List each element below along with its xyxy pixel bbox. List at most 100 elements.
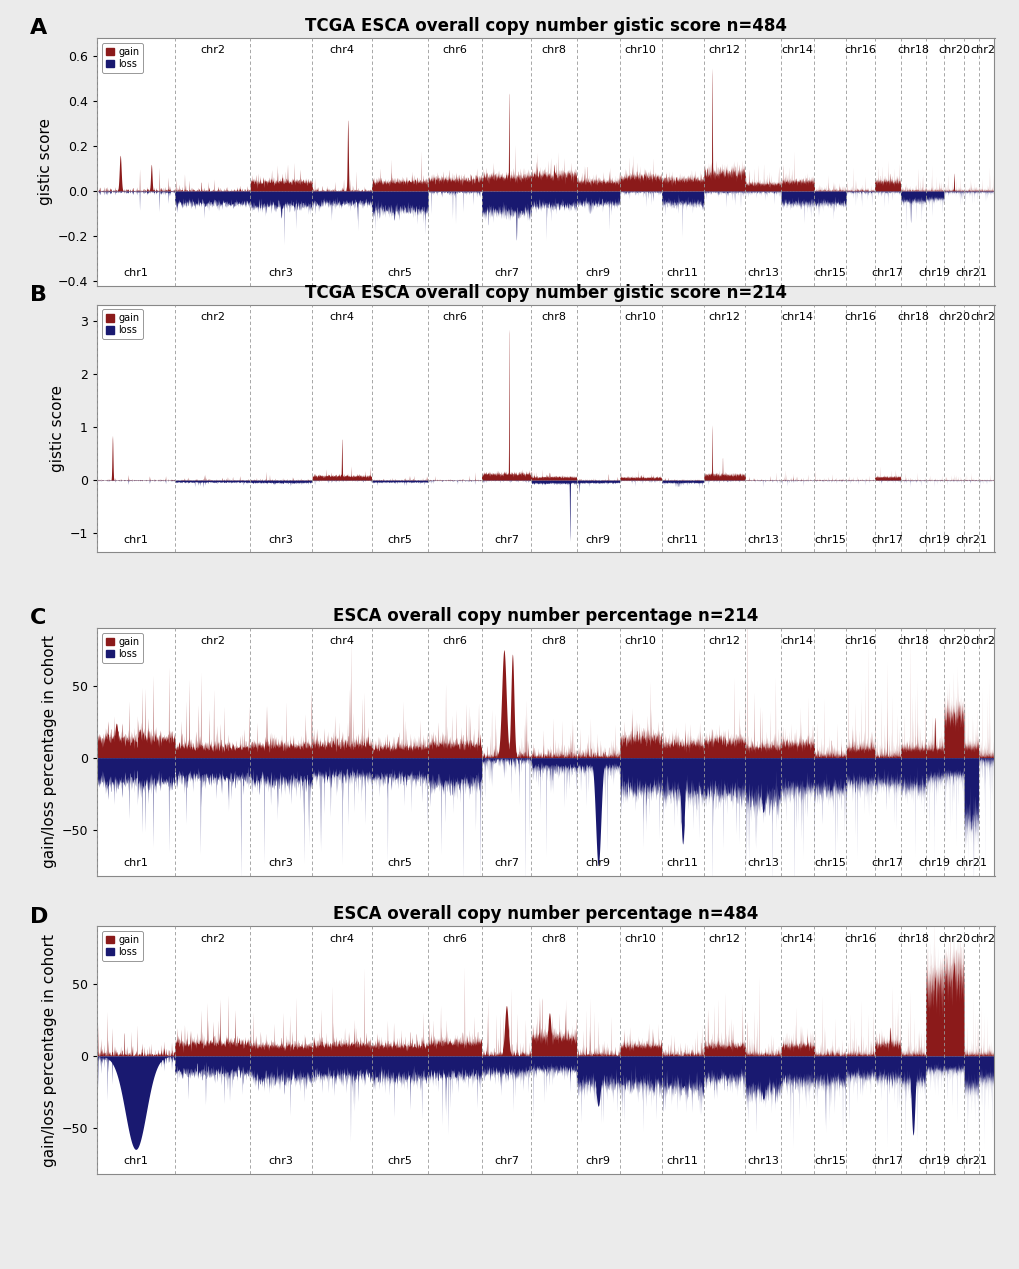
Text: chr11: chr11 [666, 268, 698, 278]
Text: chr14: chr14 [781, 636, 813, 646]
Text: chr4: chr4 [329, 636, 354, 646]
Text: chr12: chr12 [708, 312, 740, 322]
Text: chr13: chr13 [747, 1156, 779, 1166]
Text: chr20: chr20 [937, 46, 969, 56]
Text: chr5: chr5 [387, 1156, 412, 1166]
Text: chr5: chr5 [387, 534, 412, 544]
Text: chr19: chr19 [918, 858, 950, 868]
Text: chr1: chr1 [123, 534, 148, 544]
Text: chr6: chr6 [442, 46, 467, 56]
Text: chr2: chr2 [200, 636, 225, 646]
Text: chr11: chr11 [666, 534, 698, 544]
Text: chr19: chr19 [918, 268, 950, 278]
Text: chr18: chr18 [896, 312, 928, 322]
Text: chr1: chr1 [123, 1156, 148, 1166]
Legend: gain, loss: gain, loss [102, 633, 143, 662]
Text: chr9: chr9 [585, 858, 610, 868]
Text: chr8: chr8 [541, 46, 566, 56]
Y-axis label: gain/loss percentage in cohort: gain/loss percentage in cohort [42, 636, 57, 868]
Text: chr16: chr16 [844, 46, 875, 56]
Y-axis label: gistic score: gistic score [39, 118, 53, 206]
Text: B: B [30, 284, 47, 305]
Text: chr8: chr8 [541, 934, 566, 944]
Title: TCGA ESCA overall copy number gistic score n=484: TCGA ESCA overall copy number gistic sco… [305, 16, 786, 36]
Text: D: D [30, 906, 48, 926]
Text: chr21: chr21 [955, 1156, 986, 1166]
Text: chr15: chr15 [814, 534, 846, 544]
Text: chr2: chr2 [200, 46, 225, 56]
Text: chr8: chr8 [541, 312, 566, 322]
Text: chr13: chr13 [747, 534, 779, 544]
Text: chr6: chr6 [442, 312, 467, 322]
Text: chr6: chr6 [442, 934, 467, 944]
Text: chr9: chr9 [585, 1156, 610, 1166]
Text: chr5: chr5 [387, 268, 412, 278]
Text: chr4: chr4 [329, 934, 354, 944]
Text: chr12: chr12 [708, 636, 740, 646]
Text: chr3: chr3 [268, 534, 293, 544]
Text: chr20: chr20 [937, 312, 969, 322]
Legend: gain, loss: gain, loss [102, 310, 143, 339]
Text: chr20: chr20 [937, 636, 969, 646]
Text: chr21: chr21 [955, 268, 986, 278]
Text: chr12: chr12 [708, 934, 740, 944]
Text: chr11: chr11 [666, 1156, 698, 1166]
Text: chr2: chr2 [200, 312, 225, 322]
Text: chr3: chr3 [268, 1156, 293, 1166]
Text: C: C [30, 608, 46, 628]
Text: chr1: chr1 [123, 268, 148, 278]
Text: chr11: chr11 [666, 858, 698, 868]
Legend: gain, loss: gain, loss [102, 931, 143, 961]
Text: chr10: chr10 [625, 636, 656, 646]
Text: chr16: chr16 [844, 934, 875, 944]
Text: chr10: chr10 [625, 312, 656, 322]
Text: chr17: chr17 [870, 1156, 903, 1166]
Text: chr9: chr9 [585, 268, 610, 278]
Text: chr21: chr21 [955, 858, 986, 868]
Text: chr9: chr9 [585, 534, 610, 544]
Text: chr10: chr10 [625, 934, 656, 944]
Y-axis label: gistic score: gistic score [50, 385, 65, 472]
Text: chr4: chr4 [329, 46, 354, 56]
Title: TCGA ESCA overall copy number gistic score n=214: TCGA ESCA overall copy number gistic sco… [305, 283, 786, 302]
Text: chr5: chr5 [387, 858, 412, 868]
Text: chr15: chr15 [814, 1156, 846, 1166]
Text: chr3: chr3 [268, 858, 293, 868]
Text: chr7: chr7 [493, 1156, 519, 1166]
Text: chr7: chr7 [493, 858, 519, 868]
Text: chr17: chr17 [870, 858, 903, 868]
Text: chr22: chr22 [969, 636, 1002, 646]
Text: chr22: chr22 [969, 312, 1002, 322]
Text: chr21: chr21 [955, 534, 986, 544]
Text: chr7: chr7 [493, 268, 519, 278]
Text: chr13: chr13 [747, 268, 779, 278]
Text: chr19: chr19 [918, 534, 950, 544]
Text: chr20: chr20 [937, 934, 969, 944]
Text: chr2: chr2 [200, 934, 225, 944]
Text: chr14: chr14 [781, 46, 813, 56]
Text: chr19: chr19 [918, 1156, 950, 1166]
Text: chr16: chr16 [844, 636, 875, 646]
Text: chr8: chr8 [541, 636, 566, 646]
Text: chr18: chr18 [896, 46, 928, 56]
Text: chr7: chr7 [493, 534, 519, 544]
Legend: gain, loss: gain, loss [102, 43, 143, 72]
Title: ESCA overall copy number percentage n=214: ESCA overall copy number percentage n=21… [332, 607, 758, 626]
Text: chr17: chr17 [870, 534, 903, 544]
Text: chr18: chr18 [896, 934, 928, 944]
Text: chr3: chr3 [268, 268, 293, 278]
Text: chr13: chr13 [747, 858, 779, 868]
Y-axis label: gain/loss percentage in cohort: gain/loss percentage in cohort [42, 934, 57, 1166]
Text: chr10: chr10 [625, 46, 656, 56]
Title: ESCA overall copy number percentage n=484: ESCA overall copy number percentage n=48… [332, 905, 758, 924]
Text: chr14: chr14 [781, 934, 813, 944]
Text: A: A [30, 18, 47, 38]
Text: chr18: chr18 [896, 636, 928, 646]
Text: chr6: chr6 [442, 636, 467, 646]
Text: chr14: chr14 [781, 312, 813, 322]
Text: chr22: chr22 [969, 934, 1002, 944]
Text: chr17: chr17 [870, 268, 903, 278]
Text: chr15: chr15 [814, 858, 846, 868]
Text: chr1: chr1 [123, 858, 148, 868]
Text: chr4: chr4 [329, 312, 354, 322]
